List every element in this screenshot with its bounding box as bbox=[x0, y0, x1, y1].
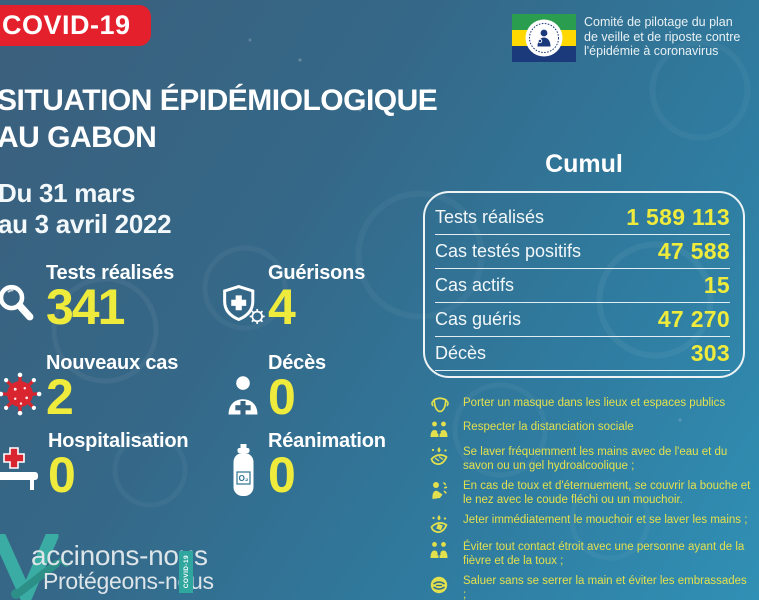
period-line-2: au 3 avril 2022 bbox=[0, 209, 172, 239]
stat-label: Décès bbox=[268, 352, 326, 374]
hand-washing-icon bbox=[429, 446, 463, 473]
list-item: Éviter tout contact étroit avec une pers… bbox=[429, 541, 755, 568]
hospital-bed-icon bbox=[0, 446, 48, 496]
row-label: Tests réalisés bbox=[435, 207, 545, 227]
row-label: Cas testés positifs bbox=[435, 241, 582, 261]
gabon-flag-logo bbox=[512, 14, 576, 62]
cumul-title: Cumul bbox=[545, 150, 623, 178]
guidelines-list: Porter un masque dans les lieux et espac… bbox=[429, 397, 755, 600]
table-row: Décès 303 bbox=[435, 337, 730, 371]
social-distancing-icon bbox=[429, 421, 463, 439]
stat-nouveaux-cas: Nouveaux cas 2 bbox=[0, 352, 179, 425]
table-row: Cas guéris 47 270 bbox=[435, 303, 730, 337]
page-title-line-1: SITUATION ÉPIDÉMIOLOGIQUE bbox=[0, 84, 438, 117]
committee-text: Comité de pilotage du plan de veille et … bbox=[584, 15, 740, 59]
covid19-banner: COVID-19 bbox=[0, 5, 151, 46]
shield-cross-virus-icon bbox=[222, 284, 268, 328]
cumul-table: Tests réalisés 1 589 113 Cas testés posi… bbox=[423, 191, 745, 378]
report-period: Du 31 mars au 3 avril 2022 bbox=[0, 178, 172, 240]
period-line-1: Du 31 mars bbox=[0, 178, 136, 208]
vaccination-v-hand-icon bbox=[0, 529, 94, 600]
row-label: Cas actifs bbox=[435, 275, 515, 295]
page-title: SITUATION ÉPIDÉMIOLOGIQUE AU GABON bbox=[0, 82, 438, 156]
stat-value: 0 bbox=[48, 447, 76, 503]
row-value: 15 bbox=[703, 272, 730, 298]
page-title-line-2: AU GABON bbox=[0, 121, 157, 154]
stat-label: Hospitalisation bbox=[48, 430, 189, 452]
stat-value: 341 bbox=[46, 279, 125, 335]
stat-label: Tests réalisés bbox=[46, 262, 175, 284]
table-row: Cas actifs 15 bbox=[435, 269, 730, 303]
committee-line-2: de veille et de riposte contre bbox=[584, 29, 741, 44]
row-value: 303 bbox=[690, 340, 730, 366]
cough-elbow-icon bbox=[429, 480, 463, 507]
stat-reanimation: O₂ Réanimation 0 bbox=[231, 430, 386, 503]
row-label: Décès bbox=[435, 343, 487, 363]
no-handshake-icon bbox=[429, 575, 463, 600]
stat-value: 0 bbox=[268, 369, 296, 425]
list-item: Jeter immédiatement le mouchoir et se la… bbox=[429, 514, 755, 534]
campaign-line-1: accinons-nous bbox=[31, 540, 208, 571]
oxygen-label: O₂ bbox=[239, 474, 249, 483]
list-item: Porter un masque dans les lieux et espac… bbox=[429, 397, 755, 414]
discard-tissue-icon bbox=[429, 514, 463, 534]
table-row: Cas testés positifs 47 588 bbox=[435, 235, 730, 269]
campaign-covid-tag: COVID-19 bbox=[179, 551, 193, 593]
row-value: 47 270 bbox=[657, 306, 730, 332]
stat-hospitalisation: Hospitalisation 0 bbox=[0, 430, 189, 503]
stat-deces: Décès 0 bbox=[226, 352, 326, 425]
stat-value: 0 bbox=[268, 447, 296, 503]
list-item: En cas de toux et d'éternuement, se couv… bbox=[429, 480, 755, 507]
stat-guerisons: Guérisons 4 bbox=[222, 262, 366, 335]
list-item: Saluer sans se serrer la main et éviter … bbox=[429, 575, 755, 600]
stat-label: Guérisons bbox=[268, 262, 366, 284]
committee-line-1: Comité de pilotage du plan bbox=[584, 15, 733, 29]
stat-label: Nouveaux cas bbox=[46, 352, 179, 374]
table-row: Tests réalisés 1 589 113 bbox=[435, 201, 730, 235]
list-item: Respecter la distanciation sociale bbox=[429, 421, 755, 439]
person-cross-icon bbox=[226, 374, 268, 418]
committee-line-3: l'épidémie à coronavirus bbox=[584, 44, 719, 58]
oxygen-tank-icon: O₂ bbox=[231, 444, 268, 496]
stat-label: Réanimation bbox=[268, 430, 386, 452]
coronavirus-icon bbox=[0, 372, 46, 418]
row-label: Cas guéris bbox=[435, 309, 522, 329]
stat-value: 4 bbox=[268, 279, 296, 335]
row-value: 1 589 113 bbox=[626, 204, 730, 230]
gabon-seal-icon bbox=[525, 19, 563, 57]
row-value: 47 588 bbox=[657, 238, 730, 264]
stat-tests-realises: Tests réalisés 341 bbox=[0, 262, 175, 335]
stat-value: 2 bbox=[46, 369, 74, 425]
mask-icon bbox=[429, 397, 463, 414]
banner-label: COVID-19 bbox=[2, 10, 131, 40]
list-item: Se laver fréquemment les mains avec de l… bbox=[429, 446, 755, 473]
avoid-contact-icon bbox=[429, 541, 463, 568]
magnifier-icon bbox=[0, 283, 46, 328]
